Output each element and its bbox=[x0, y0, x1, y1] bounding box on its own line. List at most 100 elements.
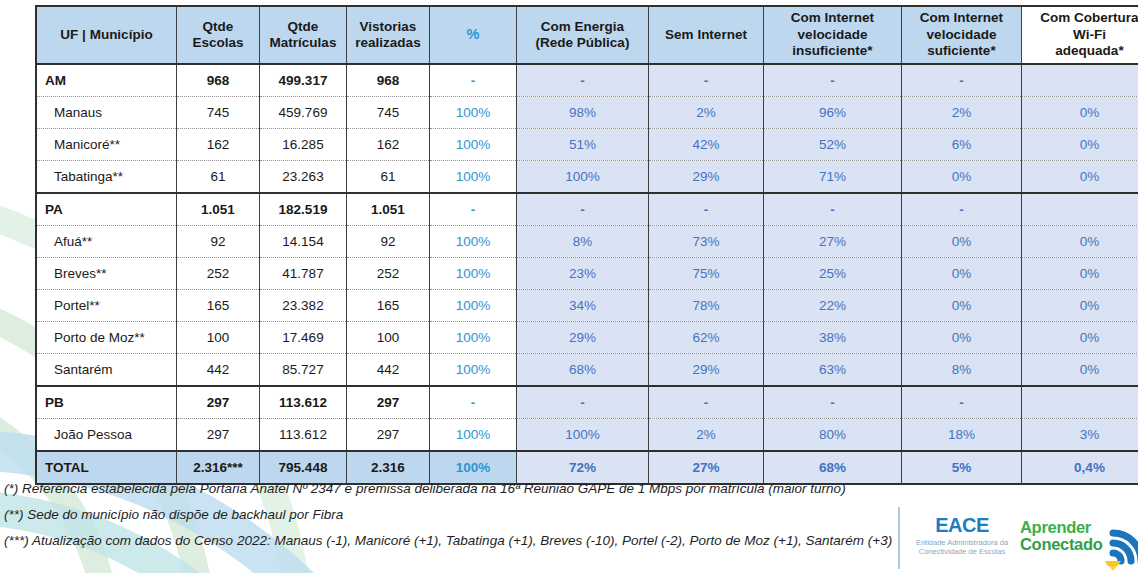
table-cell: 3% bbox=[1022, 419, 1138, 452]
aprender-conectado-label: Aprender Conectado bbox=[1020, 519, 1103, 553]
table-cell: 100% bbox=[430, 419, 517, 452]
table-row-municipality: Manaus745459.769745100%98%2%96%2%0% bbox=[36, 97, 1138, 129]
table-cell: 41.787 bbox=[260, 258, 347, 290]
table-row-municipality: Manicoré**16216.285162100%51%42%52%6%0% bbox=[36, 129, 1138, 161]
column-header-5: Com Energia (Rede Pública) bbox=[517, 6, 649, 64]
table-cell: 25% bbox=[764, 258, 902, 290]
table-cell: 72% bbox=[517, 451, 649, 484]
table-cell: Tabatinga** bbox=[36, 161, 177, 194]
table-cell: - bbox=[649, 64, 764, 97]
table-cell: 100% bbox=[430, 290, 517, 322]
table-cell: 0% bbox=[1022, 258, 1138, 290]
table-cell: 100% bbox=[430, 226, 517, 258]
table-cell: 2% bbox=[649, 97, 764, 129]
column-header-1: Qtde Escolas bbox=[177, 6, 260, 64]
column-header-6: Sem Internet bbox=[649, 6, 764, 64]
table-cell: 22% bbox=[764, 290, 902, 322]
table-cell: 96% bbox=[764, 97, 902, 129]
table-cell: João Pessoa bbox=[36, 419, 177, 452]
table-cell: 113.612 bbox=[260, 386, 347, 419]
table-cell: 113.612 bbox=[260, 419, 347, 452]
eace-logo-title: EACE bbox=[908, 515, 1016, 535]
table-cell: PA bbox=[36, 193, 177, 226]
table-cell: 100% bbox=[430, 129, 517, 161]
table-cell: 73% bbox=[649, 226, 764, 258]
table-cell: 100% bbox=[430, 451, 517, 484]
footnote-1: (*) Referência estabelecida pela Portari… bbox=[4, 481, 884, 496]
table-cell: 61 bbox=[177, 161, 260, 194]
table-cell: 34% bbox=[517, 290, 649, 322]
table-cell: 165 bbox=[347, 290, 430, 322]
table-cell: 2.316 bbox=[347, 451, 430, 484]
column-header-4: % bbox=[430, 6, 517, 64]
table-row-municipality: Porto de Moz**10017.469100100%29%62%38%0… bbox=[36, 322, 1138, 354]
table-cell: 2% bbox=[902, 97, 1022, 129]
table-cell: 29% bbox=[649, 354, 764, 387]
column-header-0: UF | Município bbox=[36, 6, 177, 64]
table-cell: 61 bbox=[347, 161, 430, 194]
table-cell: 745 bbox=[347, 97, 430, 129]
logo-area: EACE Entidade Administradora da Conectiv… bbox=[890, 505, 1135, 571]
table-cell: 52% bbox=[764, 129, 902, 161]
footnotes: (*) Referência estabelecida pela Portari… bbox=[4, 481, 884, 559]
table-row-municipality: Afuá**9214.15492100%8%73%27%0%0% bbox=[36, 226, 1138, 258]
table-cell: - bbox=[517, 193, 649, 226]
table-cell: 62% bbox=[649, 322, 764, 354]
column-header-9: Com Cobertura Wi-Fi adequada* bbox=[1022, 6, 1138, 64]
table-cell: - bbox=[902, 386, 1022, 419]
table-row-total: TOTAL2.316***795.4482.316100%72%27%68%5%… bbox=[36, 451, 1138, 484]
table-cell: 0% bbox=[902, 226, 1022, 258]
table-cell: Porto de Moz** bbox=[36, 322, 177, 354]
table-cell: 8% bbox=[902, 354, 1022, 387]
table-body: AM968499.317968-----Manaus745459.7697451… bbox=[36, 64, 1138, 484]
table-cell: 23% bbox=[517, 258, 649, 290]
table-cell: 182.519 bbox=[260, 193, 347, 226]
table-cell bbox=[1022, 386, 1138, 419]
table-cell: 100% bbox=[430, 322, 517, 354]
connectivity-table-wrapper: UF | MunicípioQtde EscolasQtde Matrícula… bbox=[35, 5, 1138, 485]
table-row-state: PA1.051182.5191.051----- bbox=[36, 193, 1138, 226]
table-cell: 297 bbox=[177, 386, 260, 419]
table-cell: 71% bbox=[764, 161, 902, 194]
table-cell: Santarém bbox=[36, 354, 177, 387]
table-cell: 459.769 bbox=[260, 97, 347, 129]
table-cell: 0,4% bbox=[1022, 451, 1138, 484]
table-cell: 27% bbox=[649, 451, 764, 484]
table-cell: 100% bbox=[430, 97, 517, 129]
table-cell: 297 bbox=[177, 419, 260, 452]
table-cell: 6% bbox=[902, 129, 1022, 161]
table-cell: 0% bbox=[902, 258, 1022, 290]
table-row-municipality: Santarém44285.727442100%68%29%63%8%0% bbox=[36, 354, 1138, 387]
table-cell: 78% bbox=[649, 290, 764, 322]
column-header-3: Vistorias realizadas bbox=[347, 6, 430, 64]
table-cell: 42% bbox=[649, 129, 764, 161]
table-cell: 442 bbox=[177, 354, 260, 387]
table-cell: - bbox=[430, 64, 517, 97]
table-cell: 80% bbox=[764, 419, 902, 452]
table-cell: 162 bbox=[347, 129, 430, 161]
table-cell: 0% bbox=[1022, 354, 1138, 387]
table-cell: 27% bbox=[764, 226, 902, 258]
table-cell: - bbox=[430, 193, 517, 226]
table-cell: - bbox=[902, 64, 1022, 97]
table-cell: Manaus bbox=[36, 97, 177, 129]
table-cell: 23.263 bbox=[260, 161, 347, 194]
table-cell: 68% bbox=[517, 354, 649, 387]
table-cell: 745 bbox=[177, 97, 260, 129]
header-row: UF | MunicípioQtde EscolasQtde Matrícula… bbox=[36, 6, 1138, 64]
table-header: UF | MunicípioQtde EscolasQtde Matrícula… bbox=[36, 6, 1138, 64]
table-cell: 0% bbox=[1022, 290, 1138, 322]
table-cell: 297 bbox=[347, 386, 430, 419]
table-cell: 92 bbox=[347, 226, 430, 258]
table-cell: 38% bbox=[764, 322, 902, 354]
table-cell: 442 bbox=[347, 354, 430, 387]
table-cell: - bbox=[649, 193, 764, 226]
table-cell: 0% bbox=[1022, 161, 1138, 194]
table-cell: 100 bbox=[177, 322, 260, 354]
logo-divider bbox=[898, 507, 900, 569]
table-cell: 18% bbox=[902, 419, 1022, 452]
table-cell: 100% bbox=[517, 161, 649, 194]
table-cell: 68% bbox=[764, 451, 902, 484]
table-cell: - bbox=[764, 193, 902, 226]
table-cell: 63% bbox=[764, 354, 902, 387]
